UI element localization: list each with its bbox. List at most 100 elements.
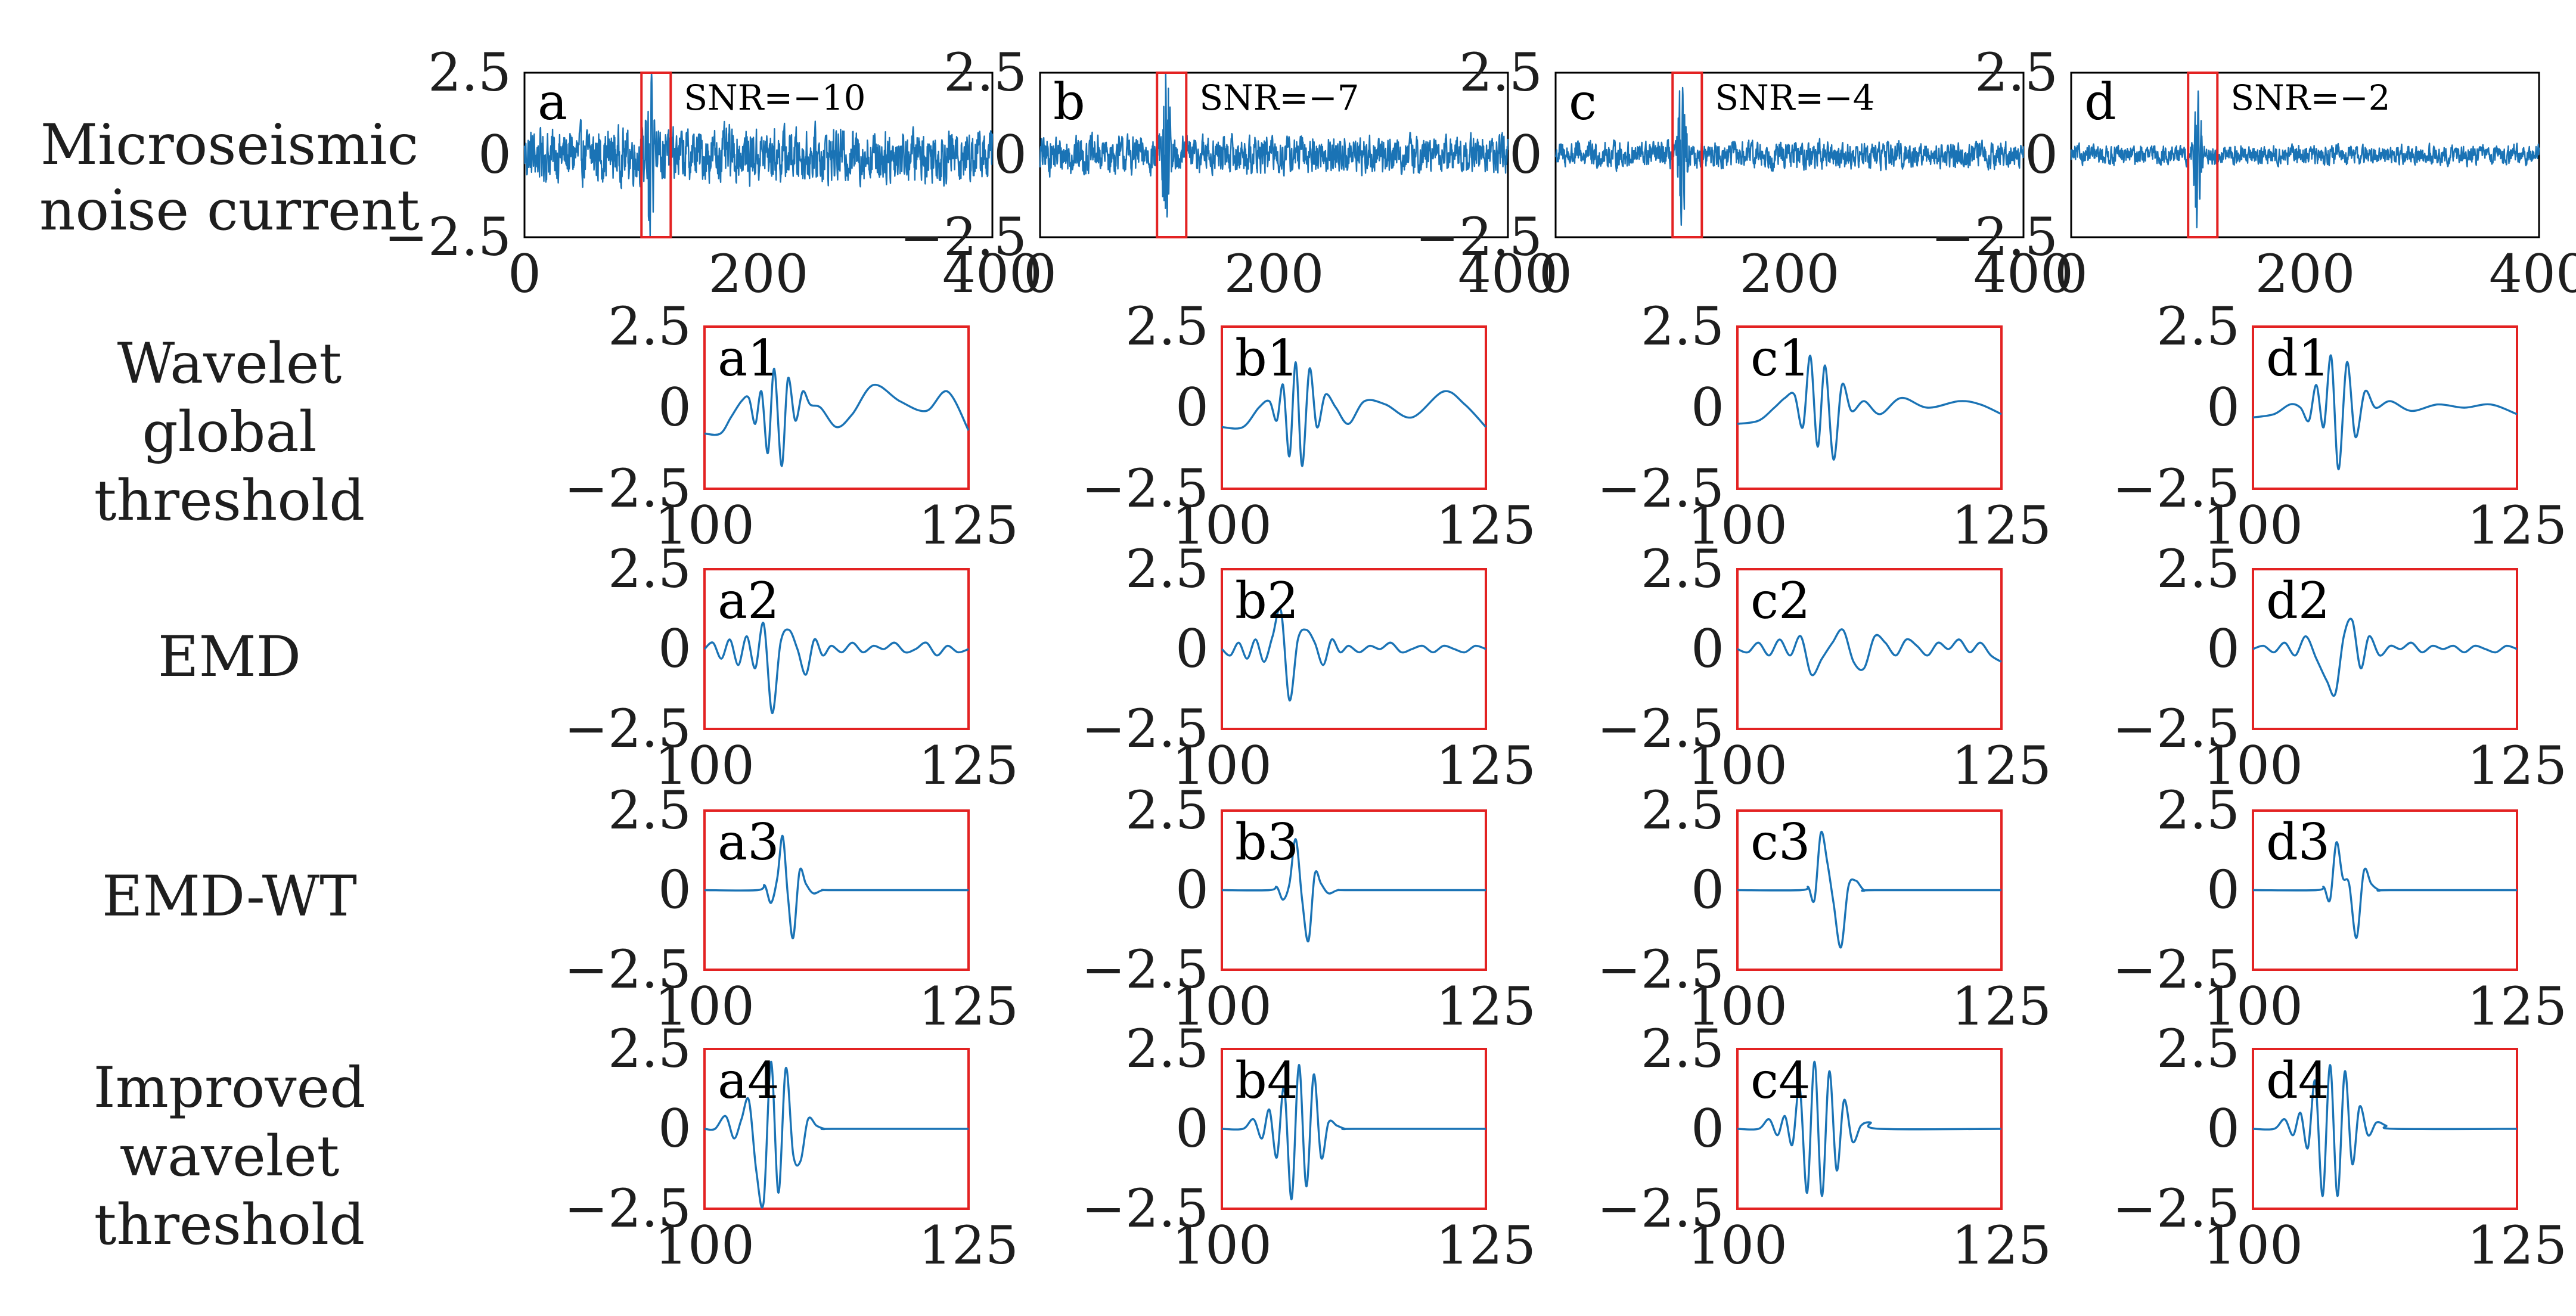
y-tick-label: −2.5 [1597, 458, 1724, 519]
panel-label: d4 [2266, 1051, 2330, 1110]
y-tick-label: 0 [658, 1098, 691, 1159]
y-tick-label: 0 [2206, 1098, 2240, 1159]
x-tick-label: 125 [2467, 735, 2567, 796]
panel-label: d1 [2266, 329, 2330, 387]
x-tick-label: 100 [2203, 976, 2303, 1037]
y-tick-label: 2.5 [2156, 1018, 2240, 1079]
y-tick-label: 2.5 [1125, 1018, 1209, 1079]
denoised-series-line [2252, 354, 2518, 471]
x-tick-label: 200 [2255, 243, 2355, 305]
row-label-line: threshold [94, 1193, 365, 1258]
x-tick-label: 100 [1687, 495, 1787, 556]
panel-label: b [1053, 73, 1085, 131]
y-tick-label: −2.5 [564, 458, 691, 519]
denoised-series-line [1221, 838, 1486, 943]
y-tick-label: 2.5 [2156, 780, 2240, 841]
y-tick-label: 2.5 [944, 42, 1027, 103]
x-tick-label: 200 [709, 243, 809, 305]
y-tick-label: 0 [1691, 377, 1724, 438]
x-tick-label: 0 [1539, 243, 1572, 305]
row-label-line: noise current [39, 178, 420, 243]
panel-label: a [538, 73, 567, 131]
panel-label: a4 [718, 1051, 780, 1110]
panel-label: b3 [1235, 813, 1299, 871]
panel-label: a3 [718, 813, 780, 871]
denoised-series-line [2252, 617, 2518, 697]
plot-frame [1221, 325, 1487, 490]
denoised-series-line [704, 834, 969, 939]
y-tick-label: 0 [2025, 124, 2058, 185]
y-tick-label: 0 [1175, 618, 1209, 679]
x-tick-label: 125 [1951, 495, 2052, 556]
y-tick-label: −2.5 [564, 1178, 691, 1239]
y-tick-label: 2.5 [1125, 780, 1209, 841]
y-tick-label: −2.5 [2112, 458, 2240, 519]
x-tick-label: 400 [1973, 243, 2074, 305]
panel-label: b4 [1235, 1051, 1299, 1110]
y-tick-label: 0 [1509, 124, 1543, 185]
y-tick-label: 0 [658, 377, 691, 438]
denoised-series-line [1737, 355, 2002, 461]
row-label-line: wavelet [120, 1124, 340, 1189]
denoised-series-line [704, 367, 970, 467]
x-tick-label: 100 [654, 735, 755, 796]
y-tick-label: 2.5 [1641, 780, 1724, 841]
x-tick-label: 100 [654, 1215, 755, 1276]
x-tick-label: 100 [1172, 495, 1272, 556]
y-tick-label: 0 [1691, 859, 1724, 921]
panel-label: b1 [1235, 329, 1299, 387]
y-tick-label: 2.5 [428, 42, 511, 103]
x-tick-label: 100 [2203, 495, 2303, 556]
y-tick-label: 0 [1691, 618, 1724, 679]
denoised-series-line [1221, 361, 1487, 467]
denoised-series-line [2252, 1064, 2518, 1197]
y-tick-label: 0 [658, 859, 691, 921]
x-tick-label: 100 [1172, 1215, 1272, 1276]
x-tick-label: 100 [2203, 735, 2303, 796]
x-tick-label: 100 [1687, 1215, 1787, 1276]
x-tick-label: 100 [1172, 735, 1272, 796]
y-tick-label: 0 [2206, 618, 2240, 679]
x-tick-label: 200 [1740, 243, 1840, 305]
panel-label: a2 [718, 572, 780, 630]
x-tick-label: 125 [918, 1215, 1019, 1276]
highlight-window [2187, 72, 2219, 238]
x-tick-label: 100 [2203, 1215, 2303, 1276]
x-tick-label: 100 [654, 976, 755, 1037]
y-tick-label: 0 [1175, 1098, 1209, 1159]
panel-label: c [1569, 73, 1597, 131]
x-tick-label: 125 [918, 735, 1019, 796]
x-tick-label: 125 [1951, 976, 2052, 1037]
y-tick-label: −2.5 [1931, 206, 2058, 268]
x-tick-label: 125 [1951, 735, 2052, 796]
x-tick-label: 100 [1172, 976, 1272, 1037]
panel-label: b2 [1235, 572, 1299, 630]
y-tick-label: 2.5 [608, 296, 691, 357]
panel-label: a1 [718, 329, 780, 387]
y-tick-label: −2.5 [899, 206, 1027, 268]
y-tick-label: −2.5 [1081, 458, 1209, 519]
y-tick-label: 2.5 [1125, 296, 1209, 357]
noise-series-line [523, 72, 994, 238]
x-tick-label: 125 [2467, 1215, 2567, 1276]
denoised-series-line [2252, 841, 2517, 939]
y-tick-label: 2.5 [1459, 42, 1543, 103]
y-tick-label: −2.5 [564, 939, 691, 1000]
snr-label: SNR=−7 [1199, 77, 1359, 118]
y-tick-label: −2.5 [2112, 1178, 2240, 1239]
row-label-line: global [142, 400, 316, 465]
denoised-series-line [1737, 830, 2001, 949]
y-tick-label: 2.5 [1641, 1018, 1724, 1079]
y-tick-label: −2.5 [1597, 698, 1724, 759]
panel-label: c4 [1751, 1051, 1811, 1110]
panel-label: d [2084, 73, 2116, 131]
highlight-window [1671, 72, 1703, 238]
denoised-series-line [1221, 607, 1486, 702]
x-tick-label: 125 [1436, 1215, 1536, 1276]
y-tick-label: 2.5 [608, 1018, 691, 1079]
x-tick-label: 100 [1687, 735, 1787, 796]
row-label-line: EMD [158, 625, 301, 690]
row-label-line: Improved [94, 1056, 366, 1121]
